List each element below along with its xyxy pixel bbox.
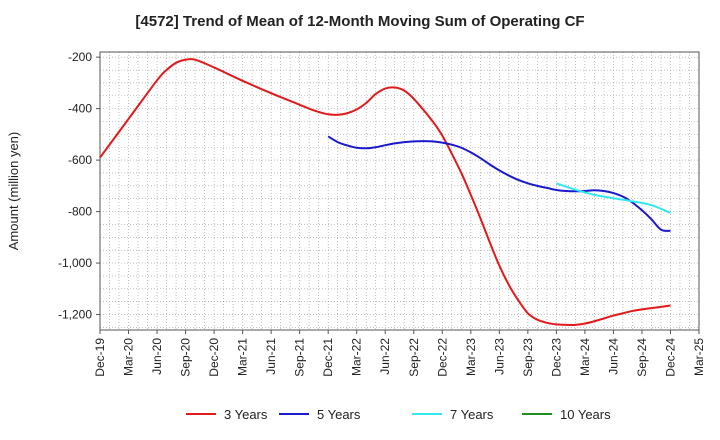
- legend: 3 Years 5 Years 7 Years 10 Years: [186, 407, 611, 422]
- plot-area: [99, 51, 700, 331]
- x-tick-label: Mar-20: [122, 338, 136, 376]
- x-tick-label: Sep-23: [521, 338, 535, 377]
- x-tick-label: Mar-21: [236, 338, 250, 376]
- y-tick-label: -400: [68, 102, 92, 116]
- y-tick-label: -800: [68, 205, 92, 219]
- y-tick-label: -1,000: [58, 256, 92, 270]
- y-tick-label: -200: [68, 50, 92, 64]
- x-tick-label: Jun-21: [264, 338, 278, 375]
- x-tick-label: Dec-23: [549, 338, 563, 377]
- series-line-3-years: [99, 58, 671, 326]
- x-tick-label: Sep-21: [293, 338, 307, 377]
- y-tick-label: -1,200: [58, 308, 92, 322]
- x-tick-label: Jun-20: [150, 338, 164, 375]
- x-tick-label: Jun-23: [492, 338, 506, 375]
- y-tick-label: -600: [68, 153, 92, 167]
- x-tick-label: Sep-22: [407, 338, 421, 377]
- legend-label: 3 Years: [224, 407, 268, 422]
- legend-label: 5 Years: [317, 407, 361, 422]
- x-tick-label: Dec-22: [435, 338, 449, 377]
- x-tick-label: Jun-22: [378, 338, 392, 375]
- legend-label: 10 Years: [560, 407, 611, 422]
- y-axis-label: Amount (million yen): [6, 132, 21, 251]
- x-tick-label: Mar-24: [578, 338, 592, 376]
- x-tick-label: Dec-20: [207, 338, 221, 377]
- x-tick-label: Mar-23: [464, 338, 478, 376]
- y-axis: -200 -400 -600 -800 -1,000 -1,200: [58, 50, 100, 322]
- chart-title: [4572] Trend of Mean of 12-Month Moving …: [135, 13, 585, 30]
- x-tick-label: Dec-19: [93, 338, 107, 377]
- series-layer: [99, 58, 671, 326]
- series-line-7-years: [556, 182, 671, 214]
- x-axis: Dec-19 Mar-20 Jun-20 Sep-20 Dec-20 Mar-21 Jun-…: [93, 330, 706, 377]
- x-tick-label: Mar-25: [692, 338, 706, 376]
- legend-label: 7 Years: [450, 407, 494, 422]
- x-tick-label: Sep-24: [635, 338, 649, 377]
- x-tick-label: Jun-24: [606, 338, 620, 375]
- x-tick-label: Mar-22: [350, 338, 364, 376]
- grid: [99, 52, 700, 330]
- series-line-5-years: [327, 135, 671, 232]
- x-tick-label: Dec-24: [663, 338, 677, 377]
- x-tick-label: Sep-20: [179, 338, 193, 377]
- x-tick-label: Dec-21: [321, 338, 335, 377]
